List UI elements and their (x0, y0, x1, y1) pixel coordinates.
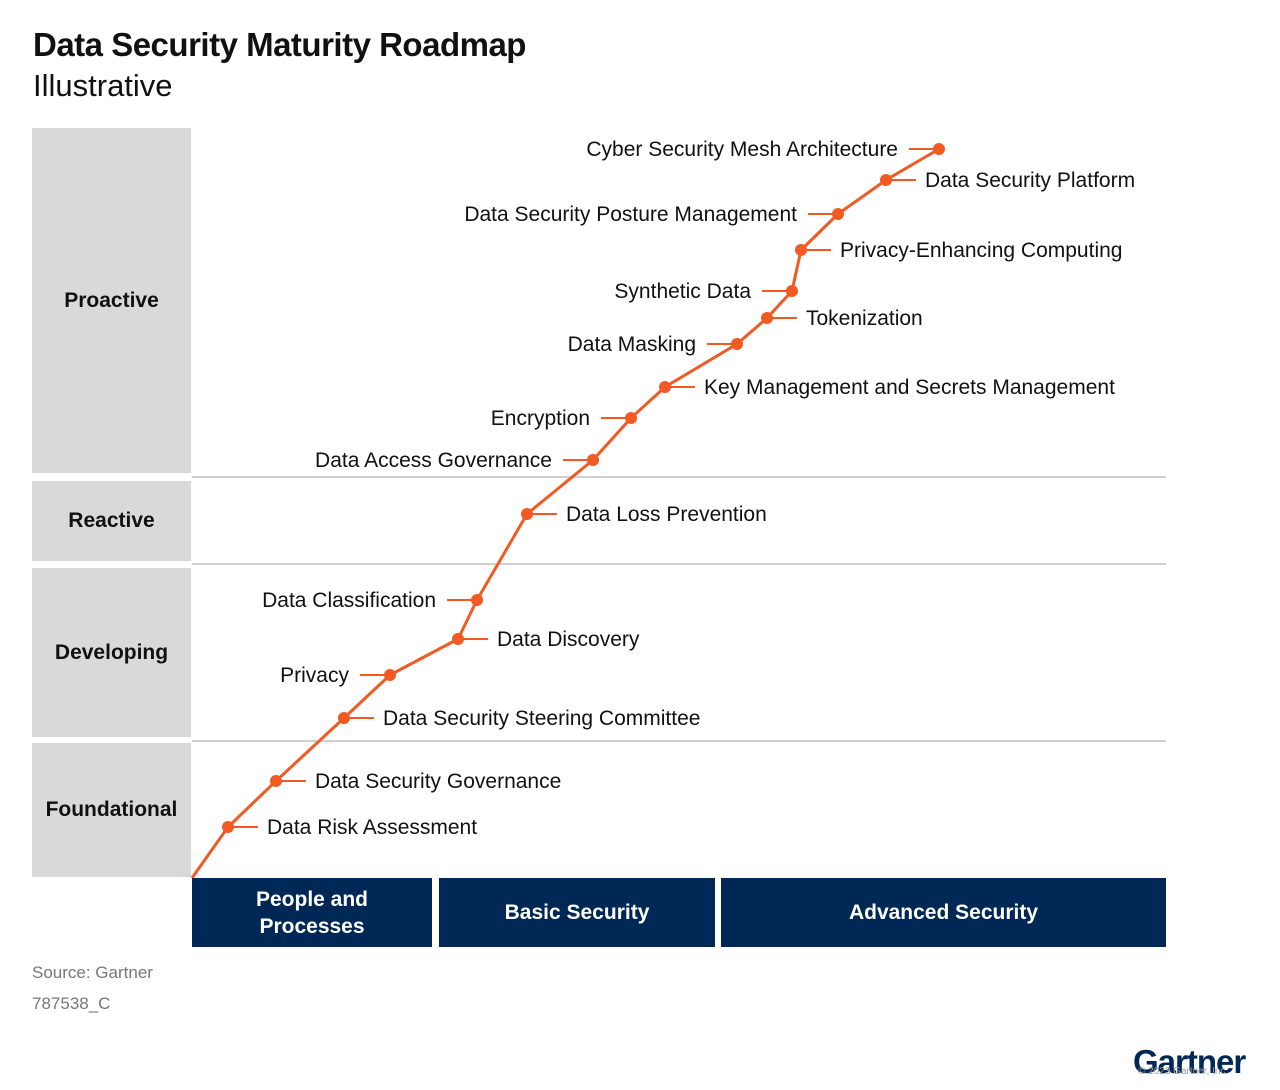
roadmap-line (190, 147, 940, 879)
milestone-marker-synthetic-data (786, 285, 798, 297)
milestone-label-data-security-platform: Data Security Platform (925, 169, 1135, 192)
milestone-label-data-classification: Data Classification (262, 589, 436, 612)
gridline-developing-foundational (192, 740, 1166, 742)
milestone-label-privacy: Privacy (280, 664, 349, 687)
page-title: Data Security Maturity Roadmap (33, 26, 526, 63)
milestone-marker-data-loss-prevention (521, 508, 533, 520)
gartner-logo: Gartner (1133, 1043, 1246, 1080)
category-people-and-processes: People and Processes (192, 878, 432, 947)
milestone-marker-data-discovery (452, 633, 464, 645)
milestone-label-data-access-governance: Data Access Governance (315, 449, 552, 472)
milestone-marker-key-management-and-secrets-management (659, 381, 671, 393)
milestone-marker-tokenization (761, 312, 773, 324)
milestone-label-synthetic-data: Synthetic Data (614, 280, 751, 303)
milestone-label-data-security-posture-management: Data Security Posture Management (464, 203, 797, 226)
stage-reactive: Reactive (32, 481, 191, 561)
milestone-marker-data-access-governance (587, 454, 599, 466)
milestone-label-cyber-security-mesh-architecture: Cyber Security Mesh Architecture (586, 138, 898, 161)
milestone-label-encryption: Encryption (491, 407, 590, 430)
milestone-label-key-management-and-secrets-management: Key Management and Secrets Management (704, 376, 1115, 399)
milestone-marker-data-masking (731, 338, 743, 350)
milestone-label-data-security-steering-committee: Data Security Steering Committee (383, 707, 700, 730)
milestone-marker-data-classification (471, 594, 483, 606)
milestone-marker-data-security-governance (270, 775, 282, 787)
stage-foundational: Foundational (32, 743, 191, 877)
figure-id: 787538_C (32, 994, 111, 1013)
milestone-marker-data-security-posture-management (832, 208, 844, 220)
source-note: Source: Gartner (32, 963, 153, 982)
milestone-marker-data-security-platform (880, 174, 892, 186)
category-advanced-security: Advanced Security (721, 878, 1166, 947)
milestone-label-data-risk-assessment: Data Risk Assessment (267, 816, 477, 839)
milestone-marker-data-security-steering-committee (338, 712, 350, 724)
milestone-label-data-security-governance: Data Security Governance (315, 770, 561, 793)
milestone-label-privacy-enhancing-computing: Privacy-Enhancing Computing (840, 239, 1122, 262)
gridline-reactive-developing (192, 563, 1166, 565)
milestone-marker-data-risk-assessment (222, 821, 234, 833)
milestone-label-data-discovery: Data Discovery (497, 628, 640, 651)
milestone-label-data-masking: Data Masking (568, 333, 696, 356)
milestone-marker-cyber-security-mesh-architecture (933, 143, 945, 155)
category-basic-security: Basic Security (439, 878, 715, 947)
stage-developing: Developing (32, 568, 191, 737)
milestone-marker-encryption (625, 412, 637, 424)
milestone-marker-privacy (384, 669, 396, 681)
copyright-note: © 2023 Gartner, Inc. (1138, 1066, 1229, 1077)
milestone-label-tokenization: Tokenization (806, 307, 923, 330)
stage-proactive: Proactive (32, 128, 191, 473)
milestone-label-data-loss-prevention: Data Loss Prevention (566, 503, 767, 526)
page-subtitle: Illustrative (33, 68, 173, 103)
milestone-marker-privacy-enhancing-computing (795, 244, 807, 256)
gridline-proactive-reactive (192, 476, 1166, 478)
